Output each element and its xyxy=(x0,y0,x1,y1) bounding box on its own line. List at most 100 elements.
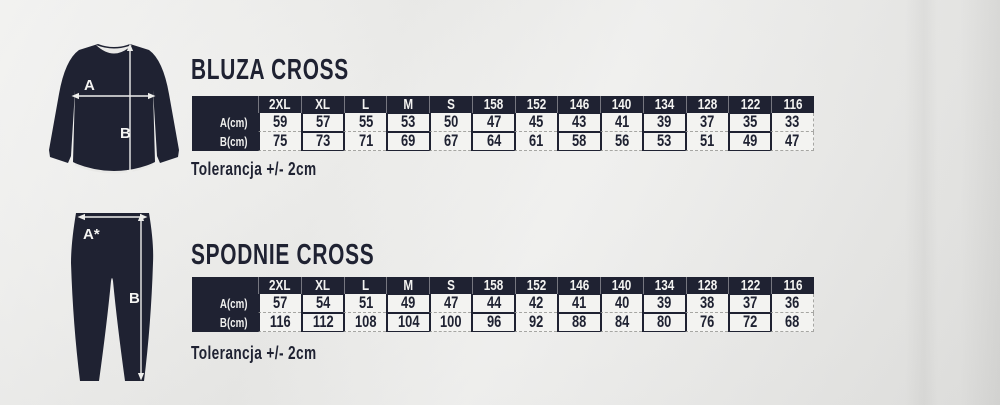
size-column-header: 122 xyxy=(728,96,772,113)
length-measure-arrow xyxy=(137,213,145,381)
size-value-cell: 92 xyxy=(514,313,557,332)
size-value-cell: 88 xyxy=(556,313,600,332)
size-value-cell: 47 xyxy=(428,294,472,313)
size-value-cell: 42 xyxy=(514,294,557,313)
waist-measure-label: A* xyxy=(83,226,100,243)
size-column-header: 134 xyxy=(642,277,686,294)
size-value-cell: 64 xyxy=(471,132,515,151)
size-value-cell: 44 xyxy=(471,294,515,313)
tolerance-note-spodnie: Tolerancja +/- 2cm xyxy=(191,343,317,363)
size-value-cell: 49 xyxy=(386,294,429,313)
size-value-cell: 59 xyxy=(258,113,301,132)
size-value-cell: 45 xyxy=(514,113,557,132)
size-column-header: XL xyxy=(300,277,344,294)
width-measure-arrow xyxy=(71,92,156,100)
table-header-row: 2XL XL L M S 158 152 146 140 134 128 122 116 xyxy=(192,277,814,294)
size-value-cell: 76 xyxy=(684,313,728,332)
size-column-header: 140 xyxy=(600,96,643,113)
size-table-bluza: 2XL XL L M S 158 152 146 140 134 128 122 116 A(cm) 59 5… xyxy=(192,96,814,151)
size-value-cell: 40 xyxy=(599,294,643,313)
size-value-cell: 61 xyxy=(514,132,557,151)
size-column-header: S xyxy=(429,96,472,113)
size-value-cell: 104 xyxy=(386,313,429,332)
size-value-cell: 108 xyxy=(343,313,387,332)
size-value-cell: 96 xyxy=(471,313,515,332)
size-value-cell: 41 xyxy=(599,113,643,132)
sweatshirt-figure: A B xyxy=(49,43,179,178)
measurement-row-label: B(cm) xyxy=(192,132,258,151)
size-value-cell: 50 xyxy=(428,113,472,132)
size-value-cell: 73 xyxy=(300,132,344,151)
size-value-cell: 47 xyxy=(471,113,515,132)
size-value-cell: 75 xyxy=(258,132,301,151)
size-column-header: L xyxy=(343,96,387,113)
size-value-cell: 56 xyxy=(599,132,643,151)
section-title-bluza: BLUZA CROSS xyxy=(191,54,349,86)
sweatshirt-silhouette xyxy=(49,44,179,173)
size-value-cell: 39 xyxy=(642,294,685,313)
size-value-cell: 100 xyxy=(428,313,472,332)
size-value-cell: 49 xyxy=(727,132,771,151)
measurement-row: A(cm) 57 54 51 49 47 44 42 41 40 39 38 37 36 xyxy=(192,294,814,313)
length-measure-label: B xyxy=(120,125,131,142)
size-value-cell: 84 xyxy=(599,313,643,332)
size-value-cell: 57 xyxy=(300,113,344,132)
size-value-cell: 41 xyxy=(556,294,600,313)
size-value-cell: 38 xyxy=(684,294,728,313)
size-column-header: 158 xyxy=(471,96,515,113)
size-value-cell: 37 xyxy=(684,113,728,132)
size-column-header: 128 xyxy=(685,96,729,113)
size-value-cell: 80 xyxy=(642,313,685,332)
width-measure-label: A xyxy=(84,77,95,94)
size-column-header: 146 xyxy=(557,277,601,294)
pants-figure: A* B xyxy=(71,213,154,381)
size-value-cell: 67 xyxy=(428,132,472,151)
length-measure-label: B xyxy=(129,290,140,307)
size-column-header: XL xyxy=(300,96,344,113)
size-value-cell: 33 xyxy=(770,113,814,132)
size-column-header: 158 xyxy=(471,277,515,294)
size-value-cell: 72 xyxy=(727,313,771,332)
size-column-header: S xyxy=(429,277,472,294)
neck-opening xyxy=(96,45,132,54)
pants-silhouette xyxy=(71,213,154,381)
measurement-row-label: B(cm) xyxy=(192,313,258,332)
size-column-header: 152 xyxy=(514,277,558,294)
measurement-row-label: A(cm) xyxy=(192,113,258,132)
size-column-header: M xyxy=(386,96,430,113)
size-value-cell: 54 xyxy=(300,294,344,313)
size-table-spodnie: 2XL XL L M S 158 152 146 140 134 128 122 116 A(cm) 57 5… xyxy=(192,277,814,332)
size-value-cell: 53 xyxy=(642,132,685,151)
size-column-header: 128 xyxy=(685,277,729,294)
size-value-cell: 51 xyxy=(684,132,728,151)
measurement-row: B(cm) 75 73 71 69 67 64 61 58 56 53 51 49 47 xyxy=(192,132,814,151)
length-measure-arrow xyxy=(126,43,134,178)
hem-curve xyxy=(74,163,154,174)
size-value-cell: 39 xyxy=(642,113,685,132)
measurement-row: A(cm) 59 57 55 53 50 47 45 43 41 39 37 35 33 xyxy=(192,113,814,132)
size-value-cell: 36 xyxy=(770,294,814,313)
size-column-header: 146 xyxy=(557,96,601,113)
size-value-cell: 35 xyxy=(727,113,771,132)
size-value-cell: 47 xyxy=(770,132,814,151)
size-value-cell: 71 xyxy=(343,132,387,151)
size-column-header: 2XL xyxy=(258,277,301,294)
size-column-header: 122 xyxy=(728,277,772,294)
size-column-header: 116 xyxy=(771,277,814,294)
size-value-cell: 55 xyxy=(343,113,387,132)
size-value-cell: 68 xyxy=(770,313,814,332)
size-column-header: 152 xyxy=(514,96,558,113)
table-corner-cell xyxy=(192,277,258,294)
size-column-header: 134 xyxy=(642,96,686,113)
size-value-cell: 57 xyxy=(258,294,301,313)
size-value-cell: 116 xyxy=(258,313,301,332)
size-value-cell: 69 xyxy=(386,132,429,151)
size-column-header: M xyxy=(386,277,430,294)
size-value-cell: 51 xyxy=(343,294,387,313)
size-value-cell: 53 xyxy=(386,113,429,132)
measurement-row: B(cm) 116 112 108 104 100 96 92 88 84 80 76 72 68 xyxy=(192,313,814,332)
table-header-row: 2XL XL L M S 158 152 146 140 134 128 122 116 xyxy=(192,96,814,113)
size-value-cell: 58 xyxy=(556,132,600,151)
size-column-header: 116 xyxy=(771,96,814,113)
